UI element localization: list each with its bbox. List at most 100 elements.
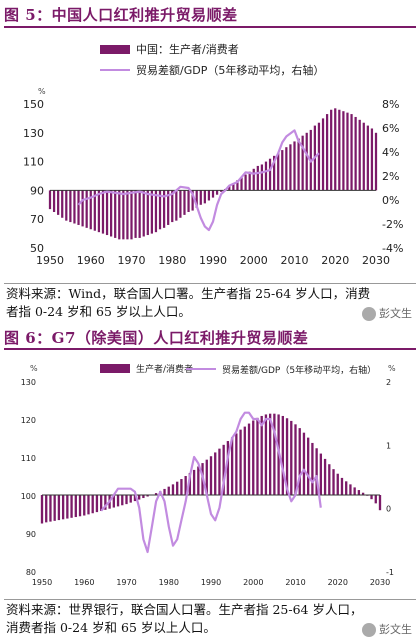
bar-2010: [293, 141, 296, 191]
right-tick-label: 4%: [382, 146, 399, 159]
bar-2001: [256, 417, 259, 495]
wechat-logo-icon: [362, 307, 376, 321]
bar-2021: [338, 109, 341, 191]
x-tick-label: 1960: [77, 254, 105, 267]
bar-2008: [285, 147, 288, 191]
bar-1968: [116, 495, 120, 507]
bar-2013: [305, 132, 308, 191]
bar-2016: [317, 122, 321, 191]
bar-2014: [311, 442, 314, 495]
bar-1974: [142, 495, 145, 499]
bar-1984: [184, 476, 187, 495]
bar-1969: [121, 495, 124, 506]
bar-1962: [91, 495, 94, 514]
bar-2016: [319, 453, 323, 495]
bar-1952: [57, 190, 60, 215]
bar-1970: [130, 190, 133, 240]
bar-1950: [48, 190, 52, 210]
bar-1997: [239, 429, 242, 495]
bar-2000: [252, 168, 255, 191]
bar-2011: [298, 428, 301, 495]
bar-1978: [162, 190, 166, 228]
left-tick-label: 130: [23, 127, 44, 140]
figure-6-caption: 资料来源：世界银行，联合国人口署。生产者指 25-64 岁人口， 消费者指 0-…: [6, 601, 418, 637]
bar-2029: [374, 495, 377, 504]
legend-swatch-bars: [100, 364, 130, 373]
bar-1983: [180, 479, 183, 495]
bar-1954: [57, 495, 61, 521]
bar-1981: [175, 190, 178, 221]
bar-1950: [40, 495, 44, 524]
left-tick-label: 110: [21, 454, 36, 463]
bar-2005: [273, 155, 276, 191]
bar-1987: [199, 190, 202, 205]
bar-1998: [244, 174, 247, 191]
right-axis-unit: %: [388, 364, 396, 373]
bar-2018: [328, 464, 331, 495]
bar-1967: [112, 495, 115, 508]
x-tick-label: 2030: [362, 254, 390, 267]
right-tick-label: 0%: [382, 194, 399, 207]
x-tick-label: 1990: [201, 578, 221, 587]
bar-2008: [285, 418, 289, 495]
bar-2003: [264, 161, 268, 191]
figure-6-title: 图 6：G7（除美国）人口红利推升贸易顺差: [4, 329, 309, 347]
left-tick-label: 120: [21, 416, 36, 425]
bar-1979: [167, 190, 170, 225]
x-tick-label: 1980: [158, 254, 186, 267]
figure-6-caption-line-1: 资料来源：世界银行，联合国人口署。生产者指 25-64 岁人口，: [6, 602, 363, 617]
bar-1956: [73, 190, 76, 224]
bar-1985: [191, 190, 194, 211]
right-tick-label: -4%: [382, 242, 403, 255]
x-tick-label: 2010: [285, 578, 305, 587]
bar-1962: [97, 190, 101, 233]
bar-2001: [256, 165, 259, 191]
bar-1959: [85, 190, 88, 228]
bar-1972: [133, 495, 137, 502]
bar-2004: [268, 158, 272, 191]
bar-1975: [150, 190, 153, 234]
x-tick-label: 1980: [159, 578, 179, 587]
bar-2005: [273, 413, 276, 495]
left-tick-label: 50: [30, 242, 44, 255]
bar-2011: [297, 138, 300, 191]
bar-1968: [122, 190, 125, 240]
right-tick-label: -1: [386, 568, 394, 577]
x-tick-label: 1970: [118, 254, 146, 267]
x-tick-label: 2000: [240, 254, 268, 267]
bar-1992: [220, 190, 223, 192]
x-tick-label: 1960: [74, 578, 94, 587]
bar-1951: [45, 495, 48, 523]
bar-1992: [218, 448, 221, 495]
bar-1979: [163, 488, 166, 495]
x-tick-label: 1990: [199, 254, 227, 267]
left-tick-label: 100: [21, 492, 36, 501]
bar-2017: [323, 458, 327, 495]
right-tick-label: 0: [386, 505, 391, 514]
bar-1995: [230, 437, 234, 495]
bar-1982: [179, 190, 182, 218]
figure-6-rule: [4, 348, 416, 350]
bar-1953: [61, 190, 64, 218]
bar-1976: [154, 190, 158, 233]
bar-2019: [330, 109, 333, 191]
bar-1995: [232, 183, 235, 191]
bar-2006: [277, 152, 280, 191]
bar-2024: [350, 114, 353, 191]
bar-1951: [52, 190, 56, 212]
bar-1961: [93, 190, 96, 231]
bar-2007: [281, 150, 284, 191]
bar-2026: [358, 119, 361, 191]
bar-2004: [268, 413, 272, 495]
right-tick-label: 2%: [382, 170, 399, 183]
legend-label-line: 贸易差额/GDP（5年移动平均，右轴）: [136, 63, 324, 77]
right-tick-label: 2: [386, 378, 391, 387]
x-tick-label: 2020: [328, 578, 348, 587]
bar-2003: [264, 414, 268, 495]
figure-5-caption-line-2: 者指 0-24 岁和 65 岁以上人口。: [6, 304, 191, 319]
wechat-logo-icon: [362, 623, 376, 637]
bar-2027: [362, 122, 365, 191]
bar-1984: [187, 190, 190, 212]
figure-5-caption: 资料来源：Wind，联合国人口署。生产者指 25-64 岁人口，消费 者指 0-…: [6, 285, 418, 321]
bar-2015: [315, 448, 318, 495]
